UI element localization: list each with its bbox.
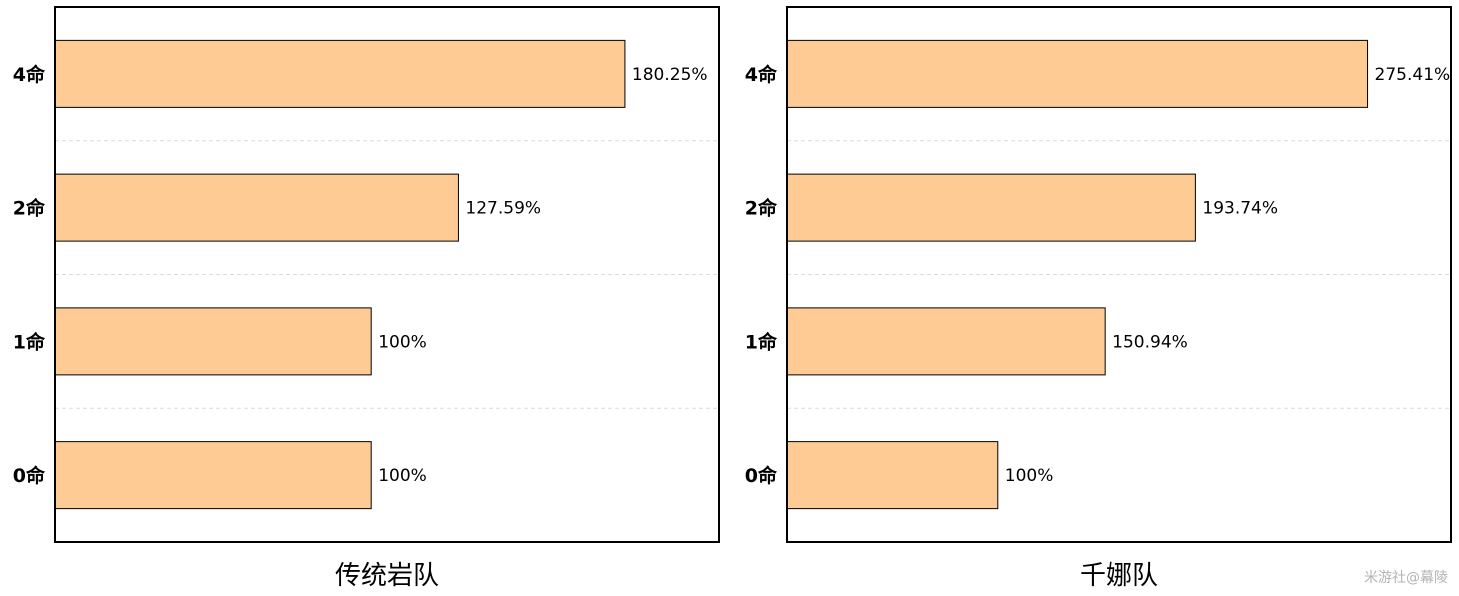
grid-lines xyxy=(787,140,1451,409)
category-label: 2命 xyxy=(745,197,778,220)
data-label: 180.25% xyxy=(632,65,708,85)
data-label: 127.59% xyxy=(465,199,541,219)
bar xyxy=(786,307,1106,376)
value-labels: 275.41% 193.74% 150.94% 100% xyxy=(1005,65,1450,486)
watermark-text: 米游社@幕陵 xyxy=(1364,570,1448,586)
data-label: 193.74% xyxy=(1202,199,1278,219)
data-label: 150.94% xyxy=(1112,332,1188,352)
chart-traditional-geo-team: 180.25% 127.59% 100% 100% 4命 2命 1命 0命 传统岩队 xyxy=(13,6,720,591)
category-label: 2命 xyxy=(13,197,46,220)
category-labels: 4命 2命 1命 0命 xyxy=(745,63,778,487)
category-label: 0命 xyxy=(745,464,778,487)
bar xyxy=(54,441,372,510)
plot-frame xyxy=(54,6,720,543)
plot-frame xyxy=(786,6,1452,543)
data-label: 100% xyxy=(378,332,427,352)
x-axis-label: 传统岩队 xyxy=(335,561,439,591)
category-label: 4命 xyxy=(745,63,778,86)
category-label: 4命 xyxy=(13,63,46,86)
bars xyxy=(54,39,626,510)
category-label: 1命 xyxy=(13,330,46,353)
category-label: 1命 xyxy=(745,330,778,353)
bar xyxy=(786,173,1196,242)
data-label: 275.41% xyxy=(1375,65,1451,85)
bar xyxy=(786,39,1369,108)
x-axis-label: 千娜队 xyxy=(1080,561,1158,591)
data-label: 100% xyxy=(1005,466,1054,486)
value-labels: 180.25% 127.59% 100% 100% xyxy=(378,65,707,486)
bar xyxy=(54,39,626,108)
category-label: 0命 xyxy=(13,464,46,487)
bars xyxy=(786,39,1369,510)
bar xyxy=(54,307,372,376)
bar xyxy=(54,173,459,242)
data-label: 100% xyxy=(378,466,427,486)
grid-lines xyxy=(55,140,719,409)
category-labels: 4命 2命 1命 0命 xyxy=(13,63,46,487)
chart-chiori-team: 275.41% 193.74% 150.94% 100% 4命 2命 1命 0命 千娜队 xyxy=(745,6,1452,591)
bar xyxy=(786,441,999,510)
